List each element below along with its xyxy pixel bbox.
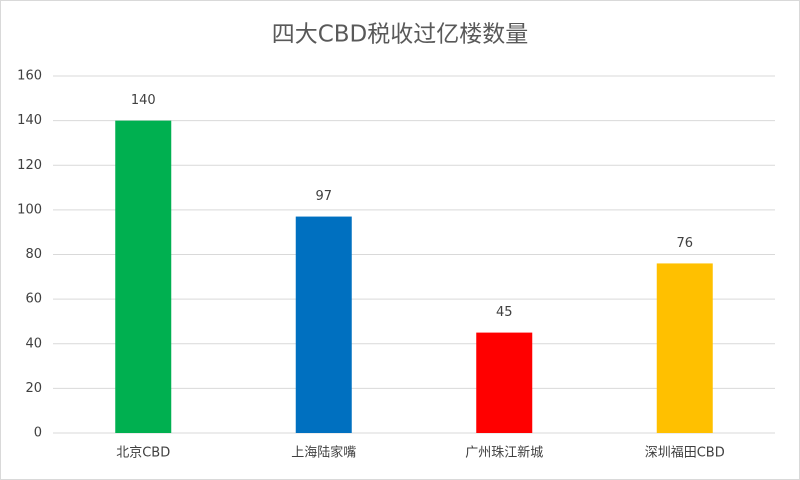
bar xyxy=(476,332,533,433)
y-tick-label: 80 xyxy=(25,247,42,262)
x-tick-label: 北京CBD xyxy=(116,446,170,461)
x-tick-label: 广州珠江新城 xyxy=(465,445,543,461)
y-tick-label: 160 xyxy=(17,69,42,84)
y-tick-label: 60 xyxy=(25,292,42,307)
y-tick-label: 140 xyxy=(17,113,42,128)
y-tick-label: 20 xyxy=(25,381,42,396)
bar xyxy=(115,120,172,433)
bar xyxy=(295,216,352,433)
data-label: 97 xyxy=(315,189,332,204)
chart-title: 四大CBD税收过亿楼数量 xyxy=(272,22,529,48)
y-tick-label: 100 xyxy=(17,202,42,217)
data-label: 140 xyxy=(131,93,156,108)
bar xyxy=(656,263,713,433)
data-label: 76 xyxy=(676,236,693,251)
y-tick-label: 120 xyxy=(17,158,42,173)
x-tick-label: 上海陆家嘴 xyxy=(291,445,356,461)
x-tick-label: 深圳福田CBD xyxy=(645,446,725,461)
data-label: 45 xyxy=(496,305,513,320)
y-tick-label: 0 xyxy=(34,426,42,441)
y-tick-label: 40 xyxy=(25,336,42,351)
